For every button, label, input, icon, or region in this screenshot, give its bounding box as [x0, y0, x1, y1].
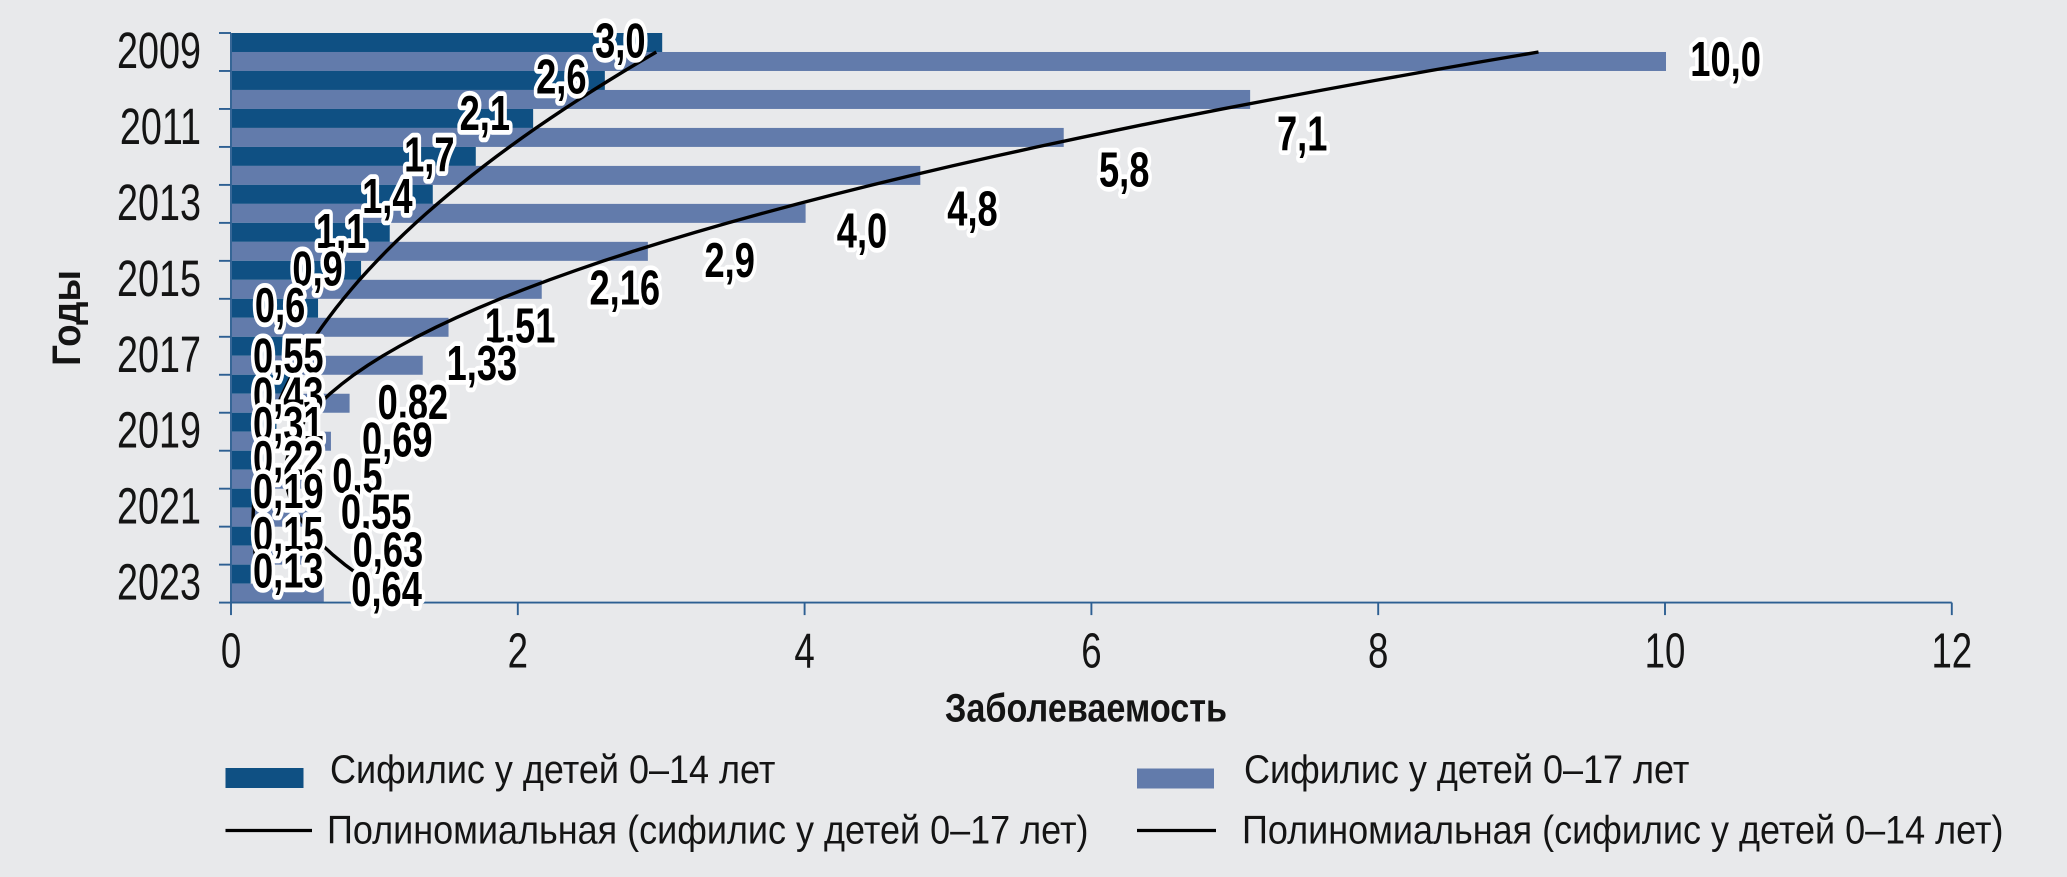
svg-text:2,9: 2,9 — [705, 234, 755, 289]
svg-text:0,5: 0,5 — [332, 449, 382, 504]
svg-text:Сифилис у детей 0–14 лет: Сифилис у детей 0–14 лет — [330, 749, 775, 793]
svg-text:5,8: 5,8 — [1099, 143, 1149, 198]
svg-text:1,33: 1,33 — [447, 337, 518, 392]
svg-text:0,9: 0,9 — [292, 242, 342, 297]
svg-text:2017: 2017 — [117, 325, 201, 383]
svg-text:2,6: 2,6 — [536, 50, 586, 105]
svg-text:0,43: 0,43 — [253, 368, 324, 423]
svg-text:2011: 2011 — [120, 97, 201, 155]
svg-text:1,4: 1,4 — [362, 170, 412, 225]
svg-text:2013: 2013 — [117, 173, 201, 231]
svg-text:0,31: 0,31 — [253, 398, 324, 453]
svg-text:Сифилис у детей 0–17 лет: Сифилис у детей 0–17 лет — [1244, 749, 1689, 793]
svg-text:12: 12 — [1931, 625, 1972, 680]
svg-text:7,1: 7,1 — [1277, 108, 1327, 163]
svg-text:8: 8 — [1368, 625, 1388, 680]
svg-text:4,0: 4,0 — [837, 204, 887, 259]
svg-text:0,69: 0,69 — [362, 414, 433, 469]
svg-text:2023: 2023 — [117, 553, 201, 611]
svg-text:4: 4 — [794, 625, 814, 680]
svg-text:0,13: 0,13 — [253, 544, 324, 599]
svg-text:0,22: 0,22 — [253, 432, 324, 487]
svg-text:4,8: 4,8 — [947, 182, 997, 237]
svg-text:0,19: 0,19 — [253, 465, 324, 520]
svg-text:2,1: 2,1 — [460, 87, 510, 142]
svg-text:Годы: Годы — [45, 270, 90, 366]
svg-text:0,64: 0,64 — [351, 563, 422, 618]
svg-text:Полиномиальная (сифилис у дете: Полиномиальная (сифилис у детей 0–17 лет… — [327, 809, 1088, 853]
svg-text:0,82: 0,82 — [378, 376, 449, 431]
svg-text:6: 6 — [1081, 625, 1101, 680]
svg-text:2,16: 2,16 — [590, 262, 661, 317]
svg-text:0,6: 0,6 — [255, 279, 305, 334]
svg-text:2: 2 — [508, 625, 528, 680]
svg-text:2009: 2009 — [117, 21, 201, 79]
svg-text:Заболеваемость: Заболеваемость — [945, 685, 1227, 730]
svg-text:2015: 2015 — [117, 249, 201, 307]
svg-text:2019: 2019 — [117, 401, 201, 459]
svg-text:1,51: 1,51 — [485, 300, 556, 355]
svg-text:0,63: 0,63 — [353, 523, 424, 578]
svg-text:10: 10 — [1645, 625, 1686, 680]
svg-text:0: 0 — [221, 625, 241, 680]
svg-text:2021: 2021 — [117, 477, 201, 535]
svg-text:1,1: 1,1 — [316, 205, 366, 260]
svg-text:1,7: 1,7 — [404, 128, 454, 183]
svg-text:0,55: 0,55 — [253, 329, 324, 384]
svg-text:0,55: 0,55 — [341, 485, 412, 540]
svg-text:10,0: 10,0 — [1690, 33, 1761, 88]
svg-text:3,0: 3,0 — [595, 15, 645, 70]
svg-text:Полиномиальная (сифилис у дете: Полиномиальная (сифилис у детей 0–14 лет… — [1242, 809, 2003, 853]
svg-text:0,15: 0,15 — [253, 508, 324, 563]
